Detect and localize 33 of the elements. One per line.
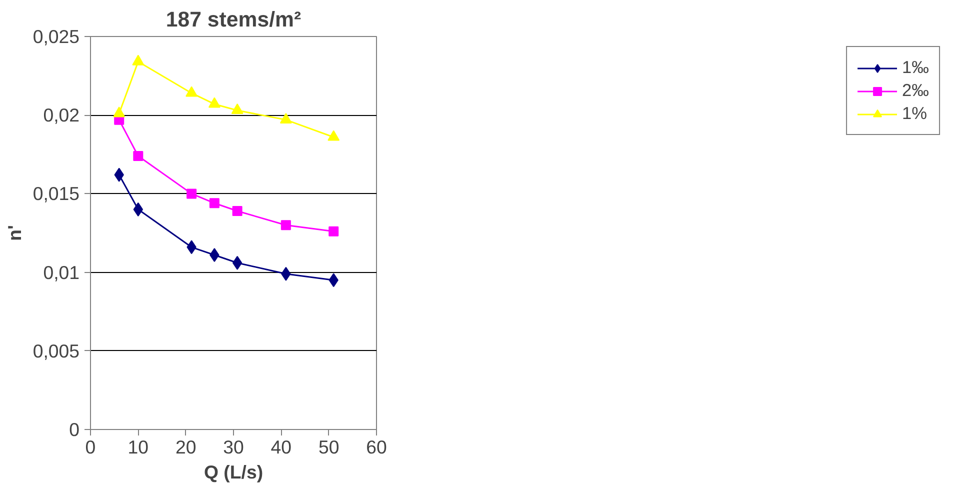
legend-label: 1‰: [902, 57, 929, 78]
y-tick-label: 0,02: [43, 104, 80, 126]
x-tick-label: 60: [366, 436, 387, 458]
point: [231, 104, 244, 114]
legend-label: 1%: [902, 103, 928, 124]
point: [280, 220, 291, 230]
point: [208, 97, 220, 108]
point: [186, 188, 197, 199]
y-tick-label: 0,005: [32, 340, 80, 362]
chart-title: 187 stems/m²: [166, 8, 302, 32]
point: [232, 206, 242, 216]
x-tick-label: 50: [318, 436, 340, 458]
y-axis-title: n': [4, 225, 25, 241]
point: [328, 130, 340, 141]
x-tick-label: 10: [128, 436, 149, 458]
y-tick-label: 0: [69, 419, 80, 440]
x-tick-label: 40: [270, 436, 292, 458]
point: [133, 150, 144, 161]
x-tick-label: 30: [223, 436, 244, 458]
point: [186, 86, 198, 97]
point: [209, 198, 220, 208]
y-tick-label: 0,01: [43, 262, 80, 283]
y-tick-label: 0,015: [32, 183, 80, 204]
y-tick-label: 0,025: [32, 26, 80, 47]
point: [113, 106, 126, 118]
legend-label: 2‰: [902, 80, 929, 101]
x-axis-title: Q (L/s): [204, 462, 264, 482]
point: [232, 256, 242, 270]
point: [280, 112, 292, 124]
x-tick-label: 0: [85, 436, 96, 458]
point: [132, 54, 144, 66]
x-tick-label: 20: [175, 436, 196, 458]
point: [328, 226, 339, 236]
